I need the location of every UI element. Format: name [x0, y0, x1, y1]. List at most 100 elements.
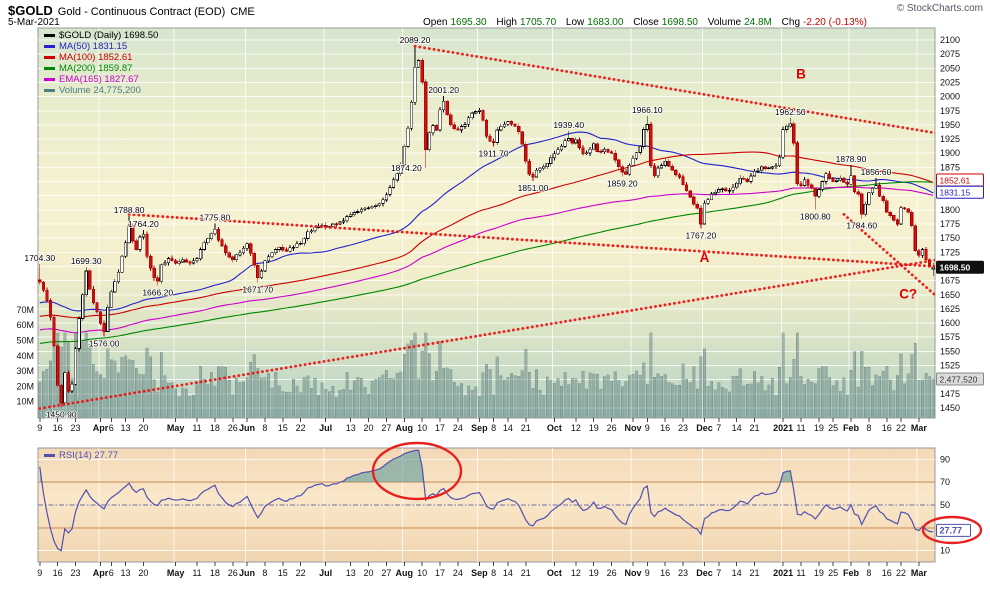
- svg-text:40M: 40M: [16, 351, 34, 361]
- svg-text:20: 20: [364, 423, 374, 433]
- svg-text:1800.80: 1800.80: [800, 211, 831, 221]
- quote-open: Open 1695.30: [423, 17, 487, 28]
- svg-text:10M: 10M: [16, 397, 34, 407]
- svg-text:16: 16: [882, 423, 892, 433]
- svg-text:10: 10: [417, 568, 427, 578]
- svg-text:8: 8: [262, 568, 267, 578]
- legend-item-ema165: EMA(165) 1827.67: [44, 74, 158, 85]
- chart-date: 5-Mar-2021: [8, 17, 60, 28]
- svg-text:20: 20: [364, 568, 374, 578]
- svg-text:1975: 1975: [940, 106, 960, 116]
- svg-text:16: 16: [882, 568, 892, 578]
- ma200-swatch-icon: [44, 67, 55, 70]
- ema165-swatch-icon: [44, 78, 55, 81]
- svg-text:2100: 2100: [940, 35, 960, 45]
- svg-text:50M: 50M: [16, 336, 34, 346]
- svg-text:8: 8: [491, 568, 496, 578]
- svg-text:A: A: [700, 250, 710, 265]
- svg-text:11: 11: [192, 568, 201, 578]
- svg-text:2,477,520: 2,477,520: [940, 374, 978, 384]
- svg-text:22: 22: [296, 423, 306, 433]
- svg-text:60M: 60M: [16, 320, 34, 330]
- svg-text:70M: 70M: [16, 305, 34, 315]
- svg-text:2025: 2025: [940, 77, 960, 87]
- svg-text:19: 19: [814, 568, 824, 578]
- svg-text:Apr: Apr: [93, 568, 109, 578]
- svg-text:22: 22: [896, 423, 906, 433]
- chart-title: Gold - Continuous Contract (EOD): [57, 6, 226, 18]
- svg-text:B: B: [796, 66, 806, 81]
- rsi-line: [39, 449, 934, 552]
- svg-text:1625: 1625: [940, 304, 960, 314]
- svg-text:2021: 2021: [773, 423, 793, 433]
- svg-text:Dec: Dec: [696, 568, 713, 578]
- svg-text:1925: 1925: [940, 134, 960, 144]
- svg-text:25: 25: [828, 423, 838, 433]
- svg-text:25: 25: [828, 568, 838, 578]
- svg-text:Nov: Nov: [625, 568, 642, 578]
- svg-text:11: 11: [796, 423, 805, 433]
- x-axis-rsi: 9 16 23 Apr 6 13 20 May 11 18 26 Jun 8 15 22 Jul 13 20 27 A…: [37, 562, 927, 578]
- legend-item-ma50: MA(50) 1831.15: [44, 41, 158, 52]
- svg-text:23: 23: [71, 568, 81, 578]
- svg-text:1699.30: 1699.30: [71, 256, 102, 266]
- svg-text:23: 23: [71, 423, 81, 433]
- svg-text:26: 26: [607, 568, 617, 578]
- svg-text:1525: 1525: [940, 361, 960, 371]
- svg-text:15: 15: [278, 423, 288, 433]
- svg-text:Nov: Nov: [625, 423, 642, 433]
- svg-text:16: 16: [53, 568, 63, 578]
- svg-text:7: 7: [716, 568, 721, 578]
- svg-text:12: 12: [571, 423, 581, 433]
- svg-text:19: 19: [589, 423, 599, 433]
- rsi-legend-label: RSI(14) 27.77: [59, 450, 119, 461]
- svg-text:Jul: Jul: [319, 568, 332, 578]
- quote-volume: Volume 24.8M: [707, 17, 772, 28]
- svg-text:1675: 1675: [940, 276, 960, 286]
- svg-text:Sep: Sep: [471, 568, 488, 578]
- svg-text:1767.20: 1767.20: [686, 230, 717, 240]
- x-axis-main: 9 16 23 Apr 6 13 20 May 11 18 26 Jun 8 15 22 Jul 13 20 27 A…: [37, 418, 927, 433]
- svg-text:1750: 1750: [940, 233, 960, 243]
- svg-text:10: 10: [940, 546, 950, 556]
- svg-text:14: 14: [732, 568, 742, 578]
- exchange-label: CME: [230, 6, 255, 18]
- price-point-labels: 1704.30 1450.90 1699.30 1576.00 1788.80 1764.…: [24, 34, 893, 420]
- svg-text:18: 18: [210, 423, 220, 433]
- quote-bar: Open 1695.30 High 1705.70 Low 1683.00 Close…: [416, 17, 867, 28]
- quote-low: Low 1683.00: [565, 17, 624, 28]
- svg-text:16: 16: [53, 423, 63, 433]
- svg-text:Jun: Jun: [239, 568, 255, 578]
- svg-text:1831.15: 1831.15: [940, 187, 971, 197]
- svg-text:19: 19: [814, 423, 824, 433]
- volume-axis: 10M 20M 30M 40M 50M 60M 70M: [16, 305, 34, 407]
- svg-text:1666.20: 1666.20: [142, 288, 173, 298]
- svg-text:6: 6: [109, 423, 114, 433]
- title-row: $GOLD Gold - Continuous Contract (EOD) CME: [8, 2, 255, 20]
- svg-text:15: 15: [278, 568, 288, 578]
- svg-text:Oct: Oct: [547, 423, 562, 433]
- svg-text:1576.00: 1576.00: [89, 339, 120, 349]
- svg-text:50: 50: [940, 500, 950, 510]
- svg-text:20M: 20M: [16, 381, 34, 391]
- svg-text:2000: 2000: [940, 92, 960, 102]
- copyright: © StockCharts.com: [896, 3, 983, 14]
- svg-text:1859.20: 1859.20: [607, 178, 638, 188]
- svg-text:21: 21: [521, 423, 531, 433]
- svg-text:1856.60: 1856.60: [861, 167, 892, 177]
- ma50-swatch-icon: [44, 45, 55, 48]
- price-swatch-icon: [44, 34, 55, 37]
- svg-text:9: 9: [37, 423, 42, 433]
- svg-text:Sep: Sep: [471, 423, 488, 433]
- svg-text:Feb: Feb: [843, 423, 860, 433]
- svg-text:27.77: 27.77: [940, 526, 963, 536]
- main-plot-area: [37, 27, 936, 419]
- candles: [38, 46, 935, 408]
- svg-text:23: 23: [678, 423, 688, 433]
- svg-text:8: 8: [491, 423, 496, 433]
- svg-text:1698.50: 1698.50: [940, 263, 971, 273]
- svg-text:9: 9: [37, 568, 42, 578]
- svg-text:19: 19: [589, 568, 599, 578]
- svg-text:14: 14: [503, 568, 513, 578]
